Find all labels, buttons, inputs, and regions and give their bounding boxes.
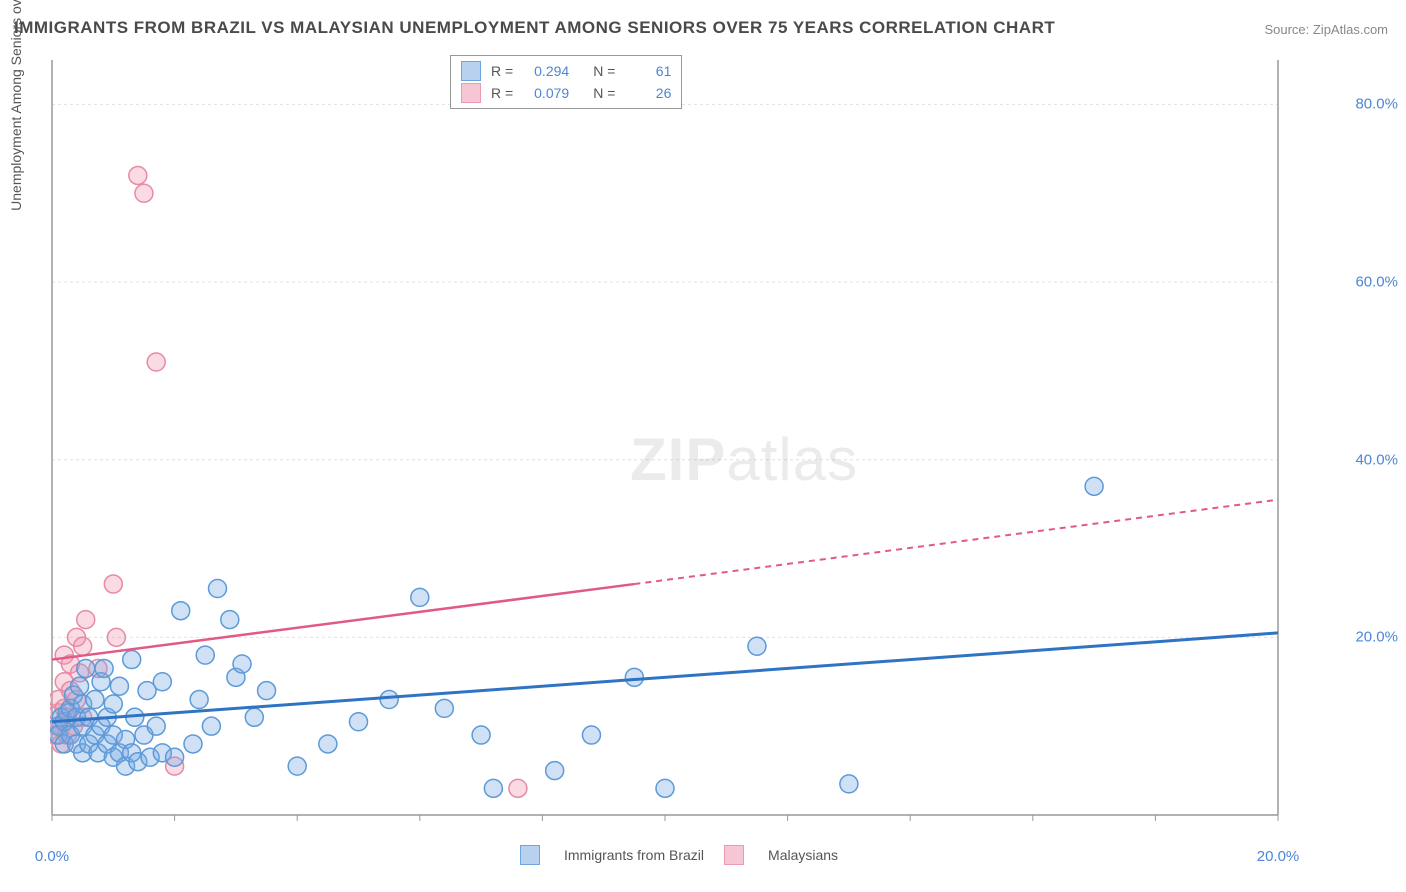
xtick-label: 0.0% <box>35 848 69 865</box>
r-label: R = <box>491 60 513 82</box>
y-axis-label: Unemployment Among Seniors over 75 years <box>8 0 24 270</box>
legend-row-malaysians: R = 0.079 N = 26 <box>461 82 671 104</box>
swatch-brazil <box>461 61 481 81</box>
plot-area: R = 0.294 N = 61 R = 0.079 N = 26 Immigr… <box>50 55 1340 835</box>
ytick-label: 80.0% <box>1355 96 1398 113</box>
swatch-brazil <box>520 845 540 865</box>
source-label: Source: ZipAtlas.com <box>1264 22 1388 37</box>
xtick-label: 20.0% <box>1257 848 1300 865</box>
n-value: 26 <box>621 82 671 104</box>
r-value: 0.079 <box>519 82 569 104</box>
n-value: 61 <box>621 60 671 82</box>
swatch-malaysians <box>724 845 744 865</box>
legend-row-brazil: R = 0.294 N = 61 <box>461 60 671 82</box>
legend-stats: R = 0.294 N = 61 R = 0.079 N = 26 <box>450 55 682 109</box>
n-label: N = <box>593 82 615 104</box>
r-label: R = <box>491 82 513 104</box>
chart-title: IMMIGRANTS FROM BRAZIL VS MALAYSIAN UNEM… <box>14 18 1055 38</box>
r-value: 0.294 <box>519 60 569 82</box>
legend-label-malaysians: Malaysians <box>768 847 838 863</box>
legend-label-brazil: Immigrants from Brazil <box>564 847 704 863</box>
n-label: N = <box>593 60 615 82</box>
ytick-label: 40.0% <box>1355 451 1398 468</box>
chart-svg <box>50 55 1340 835</box>
ytick-label: 60.0% <box>1355 274 1398 291</box>
ytick-label: 20.0% <box>1355 629 1398 646</box>
swatch-malaysians <box>461 83 481 103</box>
legend-bottom: Immigrants from Brazil Malaysians <box>520 845 838 865</box>
